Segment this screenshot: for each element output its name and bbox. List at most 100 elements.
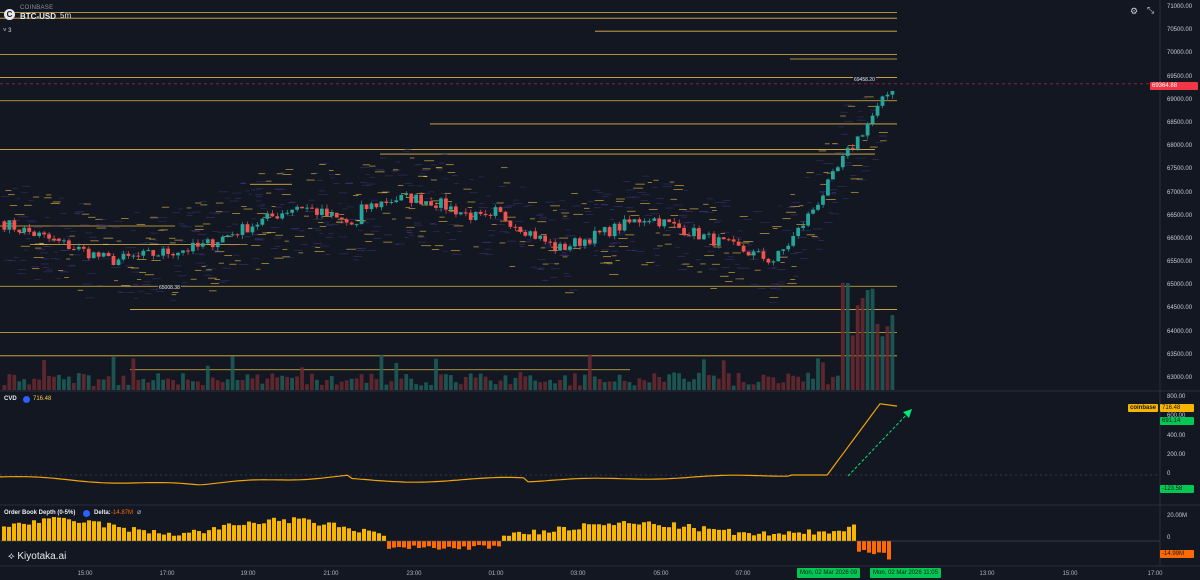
candle-body xyxy=(171,253,175,256)
candle-body xyxy=(205,239,210,244)
volume-bar xyxy=(523,376,528,390)
depth-bar xyxy=(177,535,181,541)
candle-body xyxy=(429,201,433,206)
depth-bar xyxy=(152,530,156,541)
cvd-tick-label: 0 xyxy=(1167,471,1171,477)
volume-bar xyxy=(801,381,805,390)
candle-body xyxy=(791,236,796,246)
depth-bar xyxy=(602,525,606,541)
volume-bar xyxy=(339,381,344,390)
candle-body xyxy=(394,200,399,203)
candle-body xyxy=(473,212,478,220)
candle-body xyxy=(667,219,672,222)
volume-bar xyxy=(468,373,473,390)
candle-body xyxy=(816,204,820,210)
depth-bar xyxy=(352,531,356,541)
depth-bar xyxy=(777,533,781,541)
volume-bar xyxy=(354,378,359,390)
cvd-line xyxy=(0,403,898,486)
cvd-tick-label: 200.00 xyxy=(1167,451,1186,458)
cvd-value-tag: 716.48 xyxy=(1160,404,1194,412)
depth-bar xyxy=(622,521,626,541)
volume-bar xyxy=(394,363,399,390)
time-tick-label: 05:00 xyxy=(653,571,669,577)
depth-bar xyxy=(17,522,21,541)
depth-bar xyxy=(402,541,406,548)
settings-icon[interactable]: ⚙ xyxy=(1130,6,1139,16)
volume-bar xyxy=(791,375,796,390)
depth-bar xyxy=(187,532,191,541)
volume-bar xyxy=(225,379,230,390)
indicator-toggle[interactable]: ˅ 3 xyxy=(3,28,12,34)
depth-bar xyxy=(502,535,506,541)
cvd-settings-icon[interactable] xyxy=(23,396,30,403)
candle-body xyxy=(151,250,156,256)
cvd-label: CVD xyxy=(4,396,17,402)
time-tick-label: 21:00 xyxy=(323,571,339,577)
cvd-red-tag: -123.58 xyxy=(1160,485,1194,493)
candle-body xyxy=(855,136,860,150)
price-tick-label: 70500.00 xyxy=(1167,27,1193,34)
volume-bar xyxy=(662,381,667,390)
depth-bar xyxy=(627,523,631,541)
depth-bar xyxy=(437,541,441,550)
candle-body xyxy=(195,242,200,247)
price-tick-label: 63500.00 xyxy=(1167,351,1193,358)
depth-bar xyxy=(652,524,656,541)
candle-body xyxy=(553,242,557,251)
depth-bar xyxy=(817,531,821,541)
candle-body xyxy=(493,207,498,216)
timeframe-label[interactable]: 5m xyxy=(60,11,72,20)
volume-bar xyxy=(573,373,577,390)
depth-bar xyxy=(607,523,611,541)
volume-bar xyxy=(746,384,751,390)
high-annotation: 69458.20 xyxy=(853,77,876,83)
depth-bar xyxy=(587,524,591,541)
depth-bar xyxy=(542,530,546,541)
candle-body xyxy=(384,201,389,203)
depth-bar xyxy=(412,541,416,546)
candle-body xyxy=(32,231,37,237)
current-price-tag: 69364.88 xyxy=(1150,82,1198,90)
volume-bar xyxy=(771,377,776,390)
depth-bar xyxy=(392,541,396,548)
depth-bar xyxy=(67,519,71,541)
volume-bar xyxy=(101,379,106,390)
depth-bar xyxy=(547,532,551,541)
volume-bar xyxy=(156,373,161,390)
depth-bar xyxy=(237,525,241,541)
depth-bar xyxy=(307,519,311,541)
volume-bar xyxy=(449,375,453,390)
volume-bar xyxy=(116,385,121,390)
candle-body xyxy=(538,235,543,239)
volume-bar xyxy=(305,384,309,390)
candle-body xyxy=(548,241,552,243)
price-tick-label: 63000.00 xyxy=(1167,375,1193,381)
candle-body xyxy=(692,228,696,237)
depth-bar xyxy=(417,541,421,549)
volume-bar xyxy=(37,379,41,390)
candle-body xyxy=(736,241,741,246)
candle-body xyxy=(71,249,76,251)
visibility-icon[interactable]: ⌀ xyxy=(137,509,142,516)
candle-body xyxy=(622,219,627,231)
collapse-icon[interactable]: ⤡ xyxy=(1147,5,1155,15)
symbol-label[interactable]: BTC-USD xyxy=(20,12,56,21)
volume-bar xyxy=(195,381,200,390)
candle-body xyxy=(657,218,662,227)
volume-bar xyxy=(890,315,895,390)
depth-bar xyxy=(762,531,766,541)
depth-bar xyxy=(172,535,176,541)
depth-bar xyxy=(322,524,326,541)
depth-bar xyxy=(22,523,26,541)
volume-bar xyxy=(627,382,632,390)
order-book-settings-icon[interactable] xyxy=(83,510,90,517)
depth-bar xyxy=(527,534,531,541)
volume-bar xyxy=(786,373,791,390)
volume-bar xyxy=(106,376,111,390)
price-tick-label: 69000.00 xyxy=(1167,96,1193,103)
candle-body xyxy=(706,233,711,235)
candle-body xyxy=(627,219,632,223)
depth-bar xyxy=(457,541,461,550)
